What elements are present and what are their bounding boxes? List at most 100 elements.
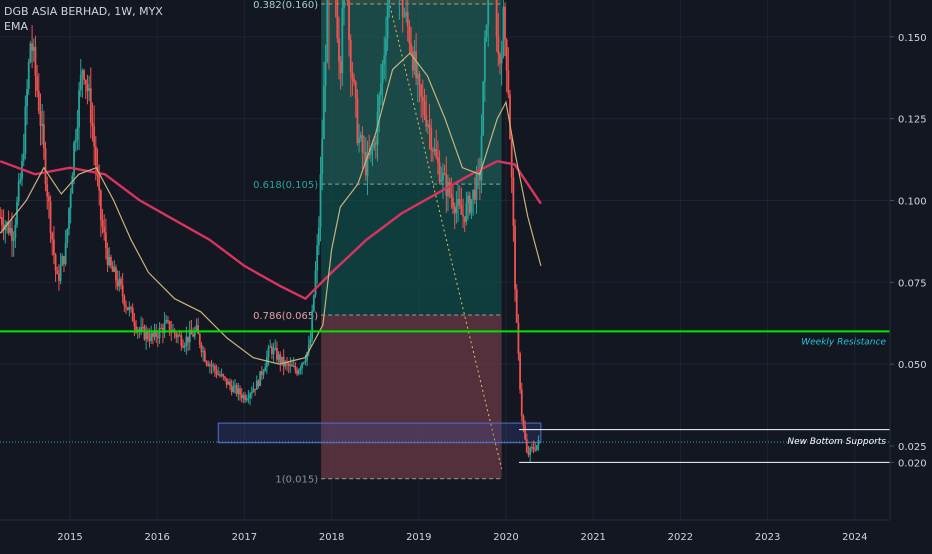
candle-body xyxy=(237,388,240,394)
candle-body xyxy=(354,82,357,99)
candle-body xyxy=(178,335,181,337)
candle-body xyxy=(326,0,329,62)
candle-body xyxy=(29,43,32,63)
fib-zone xyxy=(321,315,502,479)
fibonacci-retracement[interactable]: 0.236(0.195)0.382(0.160)0.618(0.105)0.78… xyxy=(217,0,542,486)
candle-body xyxy=(198,334,201,345)
candle-body xyxy=(440,180,443,182)
y-axis-panel xyxy=(890,0,932,550)
candle-body xyxy=(123,295,126,306)
candle-body xyxy=(346,0,349,1)
candle-body xyxy=(88,88,91,91)
candle-body xyxy=(205,361,208,364)
candle-body xyxy=(51,233,54,240)
candle-body xyxy=(445,174,448,197)
candle-body xyxy=(452,197,454,208)
candle-body xyxy=(74,139,77,143)
candle-body xyxy=(311,310,314,339)
candle-body xyxy=(235,385,238,394)
candle-body xyxy=(359,135,362,138)
candle-body xyxy=(36,75,39,91)
indicator-label[interactable]: EMA xyxy=(4,20,28,33)
candle-body xyxy=(185,336,188,346)
candle-body xyxy=(517,322,520,354)
candle-body xyxy=(515,289,518,323)
candle-body xyxy=(470,199,473,213)
candle-body xyxy=(529,447,532,456)
candle-body xyxy=(155,330,158,337)
candle-body xyxy=(463,216,466,222)
candle-body xyxy=(156,336,159,339)
candle-body xyxy=(405,12,407,16)
candle-body xyxy=(460,204,463,215)
candle-body xyxy=(381,64,384,84)
candle-body xyxy=(126,307,129,310)
candle-body xyxy=(274,347,277,349)
support-note: New Bottom Supports xyxy=(787,437,886,447)
fib-trend-line[interactable] xyxy=(319,0,503,470)
candle-body xyxy=(316,245,319,271)
candle-body xyxy=(12,238,15,241)
candle-body xyxy=(37,90,40,112)
candle-body xyxy=(472,189,475,200)
candle-body xyxy=(207,363,210,366)
candle-body xyxy=(497,36,500,55)
candle-body xyxy=(437,157,439,163)
candle-body xyxy=(534,449,537,451)
candle-body xyxy=(435,148,438,158)
x-tick-label: 2016 xyxy=(144,532,169,543)
candle-body xyxy=(227,381,230,385)
candle-body xyxy=(358,137,361,144)
candle-body xyxy=(312,295,315,311)
candle-body xyxy=(212,365,215,367)
candle-body xyxy=(24,106,27,154)
candle-body xyxy=(443,173,446,175)
candle-body xyxy=(133,321,136,327)
candle-body xyxy=(448,182,451,194)
candle-body xyxy=(438,162,441,182)
candle-body xyxy=(291,364,293,367)
candle-body xyxy=(1,217,3,225)
candle-body xyxy=(267,347,270,358)
candle-body xyxy=(83,70,85,80)
x-tick-label: 2018 xyxy=(319,532,344,543)
candle-body xyxy=(423,100,426,116)
candle-body xyxy=(455,205,458,214)
candle-body xyxy=(63,256,65,264)
candle-body xyxy=(81,70,84,75)
candle-body xyxy=(296,370,298,374)
candle-body xyxy=(217,374,220,376)
candle-body xyxy=(175,333,178,338)
candle-body xyxy=(410,43,412,52)
candle-body xyxy=(193,330,196,337)
candle-body xyxy=(514,225,516,290)
candle-body xyxy=(145,331,148,340)
candle-body xyxy=(7,221,10,233)
candle-body xyxy=(421,96,424,101)
candle-body xyxy=(31,43,34,51)
candle-body xyxy=(103,227,106,233)
support-zone-box[interactable] xyxy=(217,422,542,444)
y-tick-label: 0.020 xyxy=(898,458,927,469)
resistance-note: Weekly Resistance xyxy=(801,337,886,347)
candle-body xyxy=(413,51,416,71)
ema-fast-line xyxy=(0,52,542,365)
candle-body xyxy=(250,392,253,394)
candle-body xyxy=(56,270,59,275)
candle-body xyxy=(374,142,377,145)
ema-slow-line xyxy=(0,159,542,301)
candle-body xyxy=(349,40,352,73)
candle-body xyxy=(188,329,191,343)
candle-body xyxy=(279,354,282,363)
candle-body xyxy=(406,12,409,27)
candle-body xyxy=(487,0,490,25)
candle-body xyxy=(260,371,263,375)
candle-body xyxy=(110,256,112,266)
candle-body xyxy=(220,374,223,376)
candle-body xyxy=(104,232,107,249)
candle-body xyxy=(524,426,527,440)
candle-body xyxy=(418,73,421,85)
candle-body xyxy=(462,214,464,217)
candle-body xyxy=(348,0,350,41)
